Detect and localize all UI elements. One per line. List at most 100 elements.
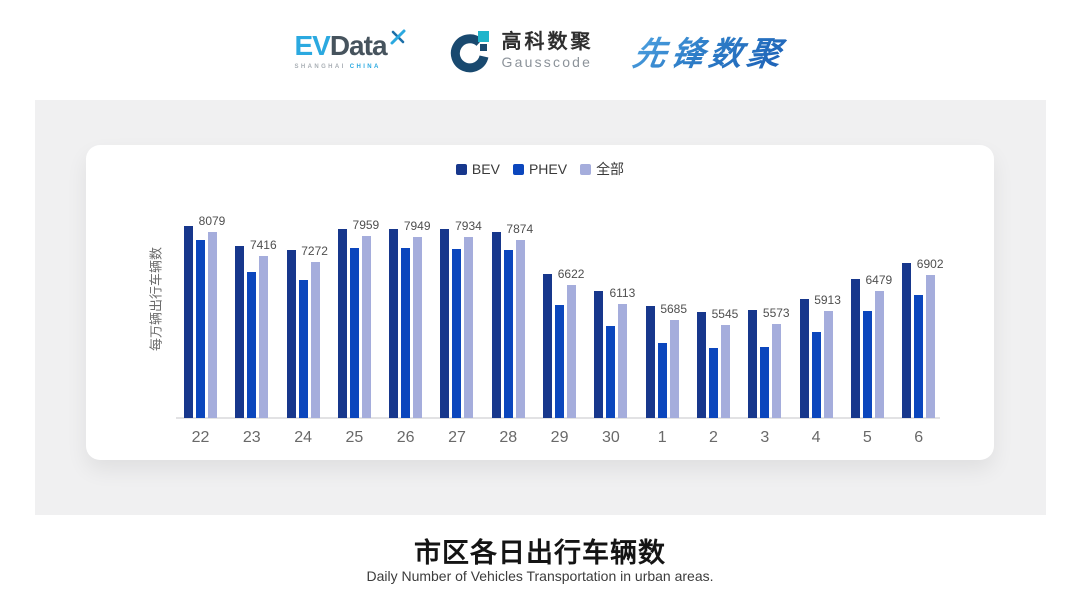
bar-phev-29 [555,304,565,418]
legend-item-phev[interactable]: PHEV [512,161,568,177]
evdata-ev-text: EV [294,30,330,61]
evdata-shanghai-text: SHANGHAI [294,64,346,70]
pioneer-logo: 先锋数聚 [629,27,789,75]
bar-phev-24 [298,279,308,418]
bar-bev-28 [491,232,501,418]
bar-group-1: 5685 1 [645,303,687,446]
bar-all-24 [310,261,320,418]
x-axis-label-4: 4 [811,429,821,446]
chart-card: BEV PHEV 全部 每万辆出行车辆数 8079 22 7416 23 7272 24 795… [86,145,994,460]
bar-bev-2 [696,312,706,418]
bar-all-4 [823,311,833,418]
bar-group-5: 6479 5 [850,274,892,446]
legend-swatch-phev [512,163,524,175]
evdata-china-text: CHINA [349,64,381,70]
x-axis-label-25: 25 [345,429,364,446]
bar-all-22 [208,232,217,418]
chart-subtitle: Daily Number of Vehicles Transportation … [366,568,714,584]
bar-bev-4 [799,299,809,418]
legend-label-phev: PHEV [528,161,568,177]
bar-group-23: 7416 23 [235,239,277,446]
bar-all-28 [515,239,525,418]
x-axis-label-26: 26 [396,429,415,446]
bar-phev-27 [452,248,462,418]
bar-group-26: 7949 26 [389,220,431,446]
value-label-26: 7949 [403,218,431,233]
value-label-25: 7959 [352,218,380,233]
bar-phev-6 [914,294,924,418]
legend-swatch-all [580,163,592,175]
bar-phev-1 [657,343,667,418]
bar-group-30: 6113 30 [594,287,635,446]
bar-phev-23 [247,272,257,418]
bar-group-24: 7272 24 [286,245,328,446]
bar-all-1 [669,319,679,418]
value-label-29: 6622 [557,267,585,282]
bar-group-4: 5913 4 [799,294,841,446]
x-axis-label-3: 3 [760,429,770,446]
bar-phev-28 [503,250,513,418]
x-axis-label-2: 2 [709,429,718,446]
bar-group-27: 7934 27 [440,220,482,446]
bar-bev-5 [850,279,860,418]
gausscode-g-icon [450,31,489,73]
x-axis-label-27: 27 [448,429,466,446]
bar-all-3 [772,323,782,418]
y-axis-title: 每万辆出行车辆数 [148,246,164,352]
bar-group-2: 5545 2 [696,308,738,446]
x-axis-label-29: 29 [550,429,569,446]
bar-group-22: 8079 22 [184,215,225,446]
x-axis-label-1: 1 [657,429,667,446]
bar-bev-1 [645,306,655,418]
value-label-24: 7272 [301,243,328,258]
value-label-23: 7416 [249,238,277,253]
bar-bev-24 [286,250,296,418]
evdata-data-text: Data [329,30,388,61]
bar-all-27 [464,237,474,418]
legend-item-bev[interactable]: BEV [455,161,500,177]
bar-all-25 [361,236,371,418]
bar-bev-26 [389,229,399,418]
bar-all-2 [720,324,730,418]
x-axis-label-6: 6 [914,429,924,446]
bar-group-3: 5573 3 [748,307,790,446]
value-label-6: 6902 [916,257,944,272]
bar-phev-5 [862,310,872,418]
value-label-1: 5685 [660,301,688,316]
bar-bev-25 [337,228,347,418]
value-label-28: 7874 [506,221,534,236]
bar-all-23 [259,256,269,418]
legend-label-bev: BEV [471,161,500,177]
gausscode-logo: 高科数聚 Gausscode [447,28,594,74]
pioneer-text: 先锋数聚 [629,35,789,72]
bar-phev-2 [708,347,718,418]
bar-bev-29 [543,273,553,418]
header-logos: EV Data SHANGHAI CHINA 高科数聚 Gausscode 先锋… [0,20,1080,82]
plot-area: 8079 22 7416 23 7272 24 7959 25 7949 26 7934 27 7874… [184,215,944,446]
chart-title: 市区各日出行车辆数 [414,538,666,568]
x-axis-label-22: 22 [191,429,210,446]
bar-phev-22 [196,240,205,418]
bar-all-5 [874,290,884,418]
bar-bev-22 [184,226,193,418]
bar-bev-30 [594,291,604,418]
bar-group-6: 6902 6 [902,258,944,446]
x-axis-label-23: 23 [242,429,261,446]
value-label-4: 5913 [814,293,841,308]
evdata-logo: EV Data SHANGHAI CHINA [294,29,406,70]
value-label-3: 5573 [762,305,790,320]
bar-bev-27 [440,228,450,418]
bar-group-25: 7959 25 [337,219,379,446]
gausscode-en-text: Gausscode [501,54,593,71]
gray-panel: BEV PHEV 全部 每万辆出行车辆数 8079 22 7416 23 7272 24 795… [35,100,1046,515]
chart-legend: BEV PHEV 全部 [86,159,994,179]
x-axis-label-24: 24 [294,429,312,446]
bar-all-29 [567,285,577,418]
value-label-30: 6113 [609,286,636,300]
bar-phev-4 [811,332,821,418]
bar-bev-23 [235,246,245,418]
legend-item-all[interactable]: 全部 [580,159,624,179]
gausscode-cn-text: 高科数聚 [501,31,594,54]
bar-group-28: 7874 28 [491,223,533,446]
value-label-2: 5545 [711,306,739,321]
